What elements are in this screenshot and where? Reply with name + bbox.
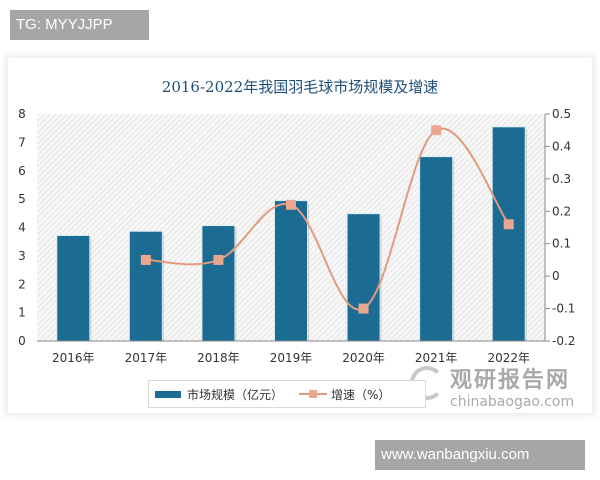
right-tick-label: 0	[552, 269, 560, 283]
left-tick-label: 3	[18, 249, 26, 263]
chart-legend: 市场规模（亿元） 增速（%）	[148, 380, 426, 408]
legend-item-market-size: 市场规模（亿元）	[149, 386, 283, 403]
chinabaogao-watermark: 观研报告网 chinabaogao.com	[410, 362, 574, 410]
x-tick-label: 2019年	[270, 351, 313, 365]
x-tick-label: 2020年	[342, 351, 385, 365]
bar	[129, 231, 162, 341]
line-marker-swatch-icon	[299, 389, 328, 399]
growth-marker	[358, 303, 369, 314]
left-tick-label: 1	[18, 306, 26, 320]
bar	[420, 157, 453, 341]
right-tick-label: 0.5	[552, 107, 571, 121]
x-tick-label: 2017年	[125, 351, 168, 365]
right-tick-label: 0.3	[552, 172, 571, 186]
left-tick-label: 7	[18, 135, 26, 149]
chart-title: 2016-2022年我国羽毛球市场规模及增速	[161, 78, 439, 96]
bar-swatch-icon	[155, 390, 181, 398]
growth-markers	[140, 125, 514, 314]
bar	[57, 236, 90, 341]
x-tick-label: 2022年	[487, 351, 530, 365]
tg-watermark-label: TG: MYYJJPP	[10, 10, 149, 40]
left-tick-label: 0	[18, 334, 26, 348]
left-tick-label: 4	[18, 221, 26, 235]
growth-marker	[503, 219, 514, 230]
left-tick-label: 6	[18, 164, 26, 178]
bar	[347, 214, 380, 341]
right-tick-label: -0.1	[552, 302, 575, 316]
bar	[275, 201, 307, 341]
bar	[202, 226, 235, 341]
bar	[492, 127, 525, 342]
legend-item-growth: 增速（%）	[283, 386, 390, 403]
growth-marker	[431, 125, 442, 136]
right-tick-label: 0.2	[552, 204, 571, 218]
x-tick-label: 2016年	[52, 351, 95, 365]
x-tick-label: 2018年	[197, 351, 240, 365]
left-tick-label: 5	[18, 192, 26, 206]
growth-marker	[140, 254, 151, 265]
right-axis-ticks: -0.2 -0.1 0 0.1 0.2 0.3 0.4 0.5	[545, 107, 575, 348]
left-tick-label: 2	[18, 277, 26, 291]
left-axis-ticks: 0 1 2 3 4 5 6 7 8	[18, 107, 26, 348]
x-tick-label: 2021年	[415, 351, 458, 365]
x-axis-ticks: 2016年 2017年 2018年 2019年 2020年 2021年 2022年	[52, 351, 530, 365]
growth-marker	[286, 199, 296, 210]
left-tick-label: 8	[18, 107, 26, 121]
growth-marker	[213, 254, 224, 265]
right-tick-label: 0.1	[552, 237, 571, 251]
right-tick-label: 0.4	[552, 139, 571, 153]
bar-series	[56, 126, 527, 342]
site-watermark-label: www.wanbangxiu.com	[375, 440, 585, 470]
right-tick-label: -0.2	[552, 334, 575, 348]
